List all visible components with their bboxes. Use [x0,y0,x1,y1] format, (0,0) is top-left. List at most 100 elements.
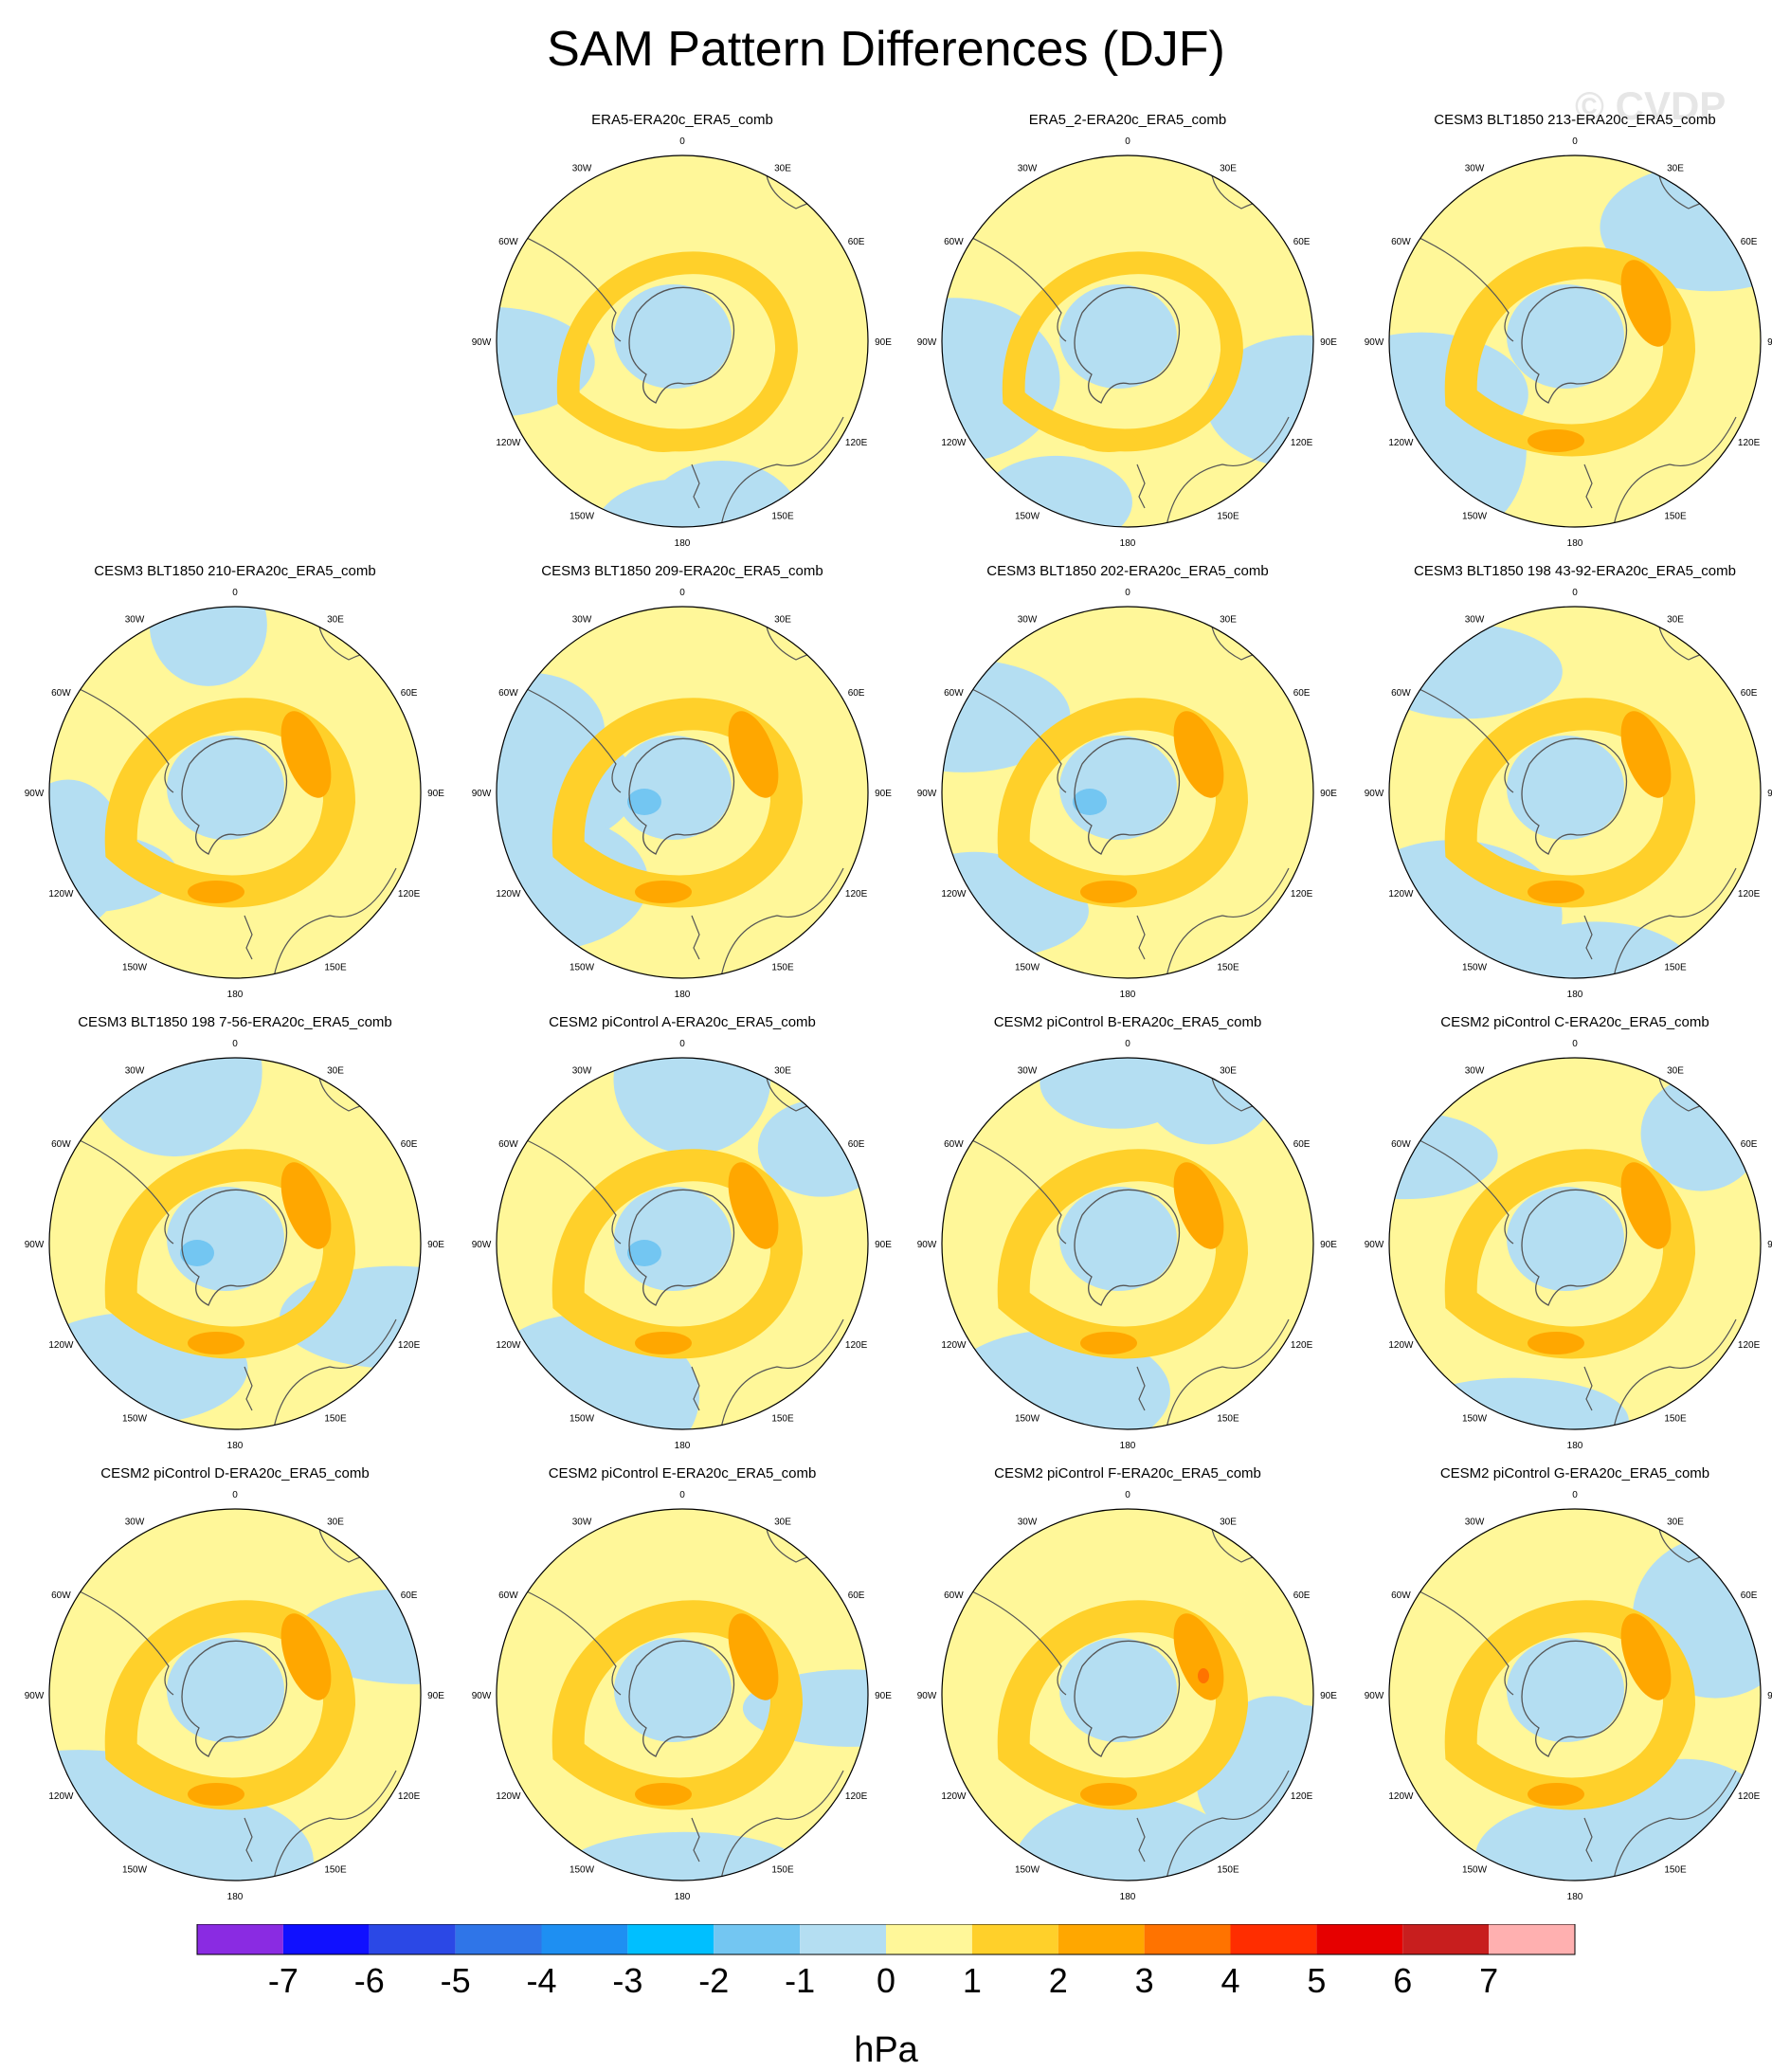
longitude-label: 30W [1018,163,1038,173]
longitude-label: 0 [232,1490,238,1500]
south-america-coastline [501,1129,622,1245]
strong-positive-lobe [728,1162,779,1249]
map-boundary [1388,606,1762,979]
negative-anomaly-region [1389,624,1563,719]
south-america-coastline [947,1129,1067,1245]
longitude-label: 180 [1567,1892,1583,1902]
longitude-label: 90W [917,1691,937,1701]
longitude-label: 90W [472,1691,492,1701]
australia-coastline [1612,416,1737,527]
longitude-label: 150E [324,963,347,973]
longitude-label: 30E [774,163,791,173]
longitude-label: 60W [498,1590,518,1601]
australia-coastline [1165,1770,1290,1881]
longitude-label: 90E [1767,1240,1772,1250]
australia-coastline [719,867,844,978]
longitude-label: 120E [398,1340,421,1351]
longitude-label: 60E [848,237,865,247]
longitude-label: 150W [570,963,595,973]
colorbar-tick-label: 7 [1479,1961,1498,2000]
polar-negative-anomaly [167,1187,284,1291]
pacific-positive-lobe [635,1783,692,1806]
longitude-label: 120W [48,1791,74,1802]
polar-strong-negative [627,1240,661,1266]
map-boundary [941,606,1314,979]
pacific-positive-lobe [1080,1332,1137,1354]
longitude-label: 30E [1220,614,1237,625]
longitude-label: 60E [1293,688,1311,699]
new-zealand-coastline [1583,1366,1593,1411]
map-panel: CESM2 piControl E-ERA20c_ERA5_comb 0 30E 60… [464,1465,900,1911]
panel-title: CESM3 BLT1850 213-ERA20c_ERA5_comb [1434,112,1716,128]
map-boundary [496,154,869,528]
longitude-label: 120W [941,889,967,900]
map-panel: ERA5_2-ERA20c_ERA5_comb 0 30E 60E 90E 120E 150… [910,112,1346,557]
antarctica-coastline [628,737,735,855]
colorbar-tick-label: -3 [612,1961,642,2000]
map-panel: CESM2 piControl D-ERA20c_ERA5_comb 0 30E 60… [17,1465,453,1911]
antarctica-coastline [628,286,735,404]
longitude-label: 90W [917,789,937,799]
antarctica-coastline [1074,737,1181,855]
polar-map: 0 30E 60E 90E 120E 150E 180 150W 120W 90W 60W 30W [472,588,893,1000]
colorbar-swatch [886,1924,972,1954]
colorbar-tick-label: 1 [963,1961,982,2000]
new-zealand-coastline [1136,1366,1146,1411]
antarctica-coastline [181,737,288,855]
figure-title: SAM Pattern Differences (DJF) [547,22,1225,77]
colorbar-tick-label: 3 [1135,1961,1154,2000]
longitude-label: 0 [679,588,685,598]
australia-coastline [1165,1318,1290,1429]
longitude-label: 60W [944,1590,964,1601]
longitude-label: 150E [1217,963,1239,973]
longitude-label: 0 [679,1490,685,1500]
panel-title: CESM2 piControl E-ERA20c_ERA5_comb [548,1465,817,1481]
longitude-label: 180 [1567,538,1583,549]
colorbar-swatch [627,1924,714,1954]
longitude-label: 60E [1293,1139,1311,1150]
longitude-label: 30W [572,163,592,173]
longitude-label: 150W [122,1865,148,1876]
longitude-label: 60E [401,1590,418,1601]
longitude-label: 120W [496,889,521,900]
panel-title: CESM3 BLT1850 210-ERA20c_ERA5_comb [94,563,376,579]
polar-negative-anomaly [614,736,732,840]
longitude-label: 180 [1120,1441,1136,1451]
polar-negative-anomaly [1507,1638,1624,1742]
longitude-label: 120W [1388,889,1414,900]
polar-negative-anomaly [614,284,732,389]
pacific-positive-lobe [1528,881,1584,903]
map-boundary [1388,1057,1762,1430]
pacific-positive-lobe [635,881,692,903]
longitude-label: 150W [1015,1414,1040,1425]
negative-anomaly-region [1010,1795,1247,1881]
map-boundary [941,1057,1314,1430]
longitude-label: 120W [941,438,967,448]
map-boundary [1388,154,1762,528]
longitude-label: 60E [401,1139,418,1150]
longitude-label: 60E [1741,1590,1758,1601]
longitude-label: 120W [1388,1340,1414,1351]
longitude-label: 0 [1125,136,1130,147]
longitude-label: 180 [1120,538,1136,549]
longitude-label: 90W [25,789,45,799]
polar-map: 0 30E 60E 90E 120E 150E 180 150W 120W 90W 60W 30W [917,1039,1338,1451]
longitude-label: 120E [1738,438,1761,448]
panel-title: CESM2 piControl F-ERA20c_ERA5_comb [994,1465,1261,1481]
australia-coastline [272,867,397,978]
colorbar-tick-label: -6 [354,1961,385,2000]
polar-negative-anomaly [614,1638,732,1742]
south-america-coastline [54,1129,174,1245]
polar-map: 0 30E 60E 90E 120E 150E 180 150W 120W 90W 60W 30W [1365,136,1772,549]
longitude-label: 150E [771,1865,794,1876]
polar-map: 0 30E 60E 90E 120E 150E 180 150W 120W 90W 60W 30W [472,136,893,549]
longitude-label: 60W [498,688,518,699]
polar-map: 0 30E 60E 90E 120E 150E 180 150W 120W 90W 60W 30W [917,136,1338,549]
longitude-label: 150E [1664,1414,1687,1425]
longitude-label: 60E [1293,1590,1311,1601]
longitude-label: 120W [1388,1791,1414,1802]
polar-map: 0 30E 60E 90E 120E 150E 180 150W 120W 90W 60W 30W [1365,588,1772,1000]
longitude-label: 150W [122,963,148,973]
pacific-positive-lobe [635,429,692,452]
longitude-label: 30W [1465,614,1485,625]
